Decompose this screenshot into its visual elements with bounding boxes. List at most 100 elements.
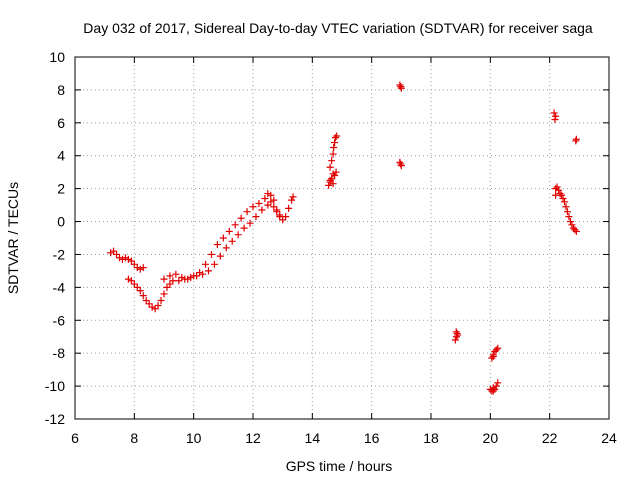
data-point bbox=[157, 297, 165, 305]
x-tick-label: 16 bbox=[364, 430, 380, 446]
data-point bbox=[333, 132, 341, 140]
data-point bbox=[288, 196, 296, 204]
data-point bbox=[552, 112, 560, 120]
data-series bbox=[451, 328, 462, 344]
data-series bbox=[107, 190, 297, 283]
x-tick-label: 14 bbox=[305, 430, 321, 446]
y-tick-label: -6 bbox=[53, 312, 66, 328]
data-point bbox=[285, 204, 293, 212]
data-point bbox=[552, 191, 560, 199]
data-point bbox=[270, 203, 278, 211]
data-point bbox=[136, 287, 144, 295]
data-point bbox=[550, 109, 558, 117]
data-point bbox=[166, 272, 174, 280]
data-series bbox=[486, 344, 502, 395]
data-point bbox=[199, 270, 207, 278]
x-tick-labels: 6 8 10 12 14 16 18 20 22 24 bbox=[71, 430, 617, 446]
data-point bbox=[553, 183, 561, 191]
y-tick-label: 2 bbox=[57, 181, 65, 197]
data-point bbox=[222, 244, 230, 252]
data-point bbox=[492, 382, 500, 390]
data-point bbox=[328, 175, 336, 183]
data-point bbox=[279, 216, 287, 224]
data-point bbox=[565, 213, 573, 221]
data-point bbox=[166, 280, 174, 288]
data-point bbox=[270, 196, 278, 204]
data-series bbox=[325, 132, 341, 189]
y-axis-label: SDTVAR / TECUs bbox=[5, 182, 21, 294]
y-tick-label: 0 bbox=[57, 214, 65, 230]
y-tick-label: -8 bbox=[53, 345, 66, 361]
data-point bbox=[453, 333, 461, 341]
data-point bbox=[264, 190, 272, 198]
data-point bbox=[562, 203, 570, 211]
data-point bbox=[113, 250, 121, 258]
data-point bbox=[249, 203, 257, 211]
chart-title: Day 032 of 2017, Sidereal Day-to-day VTE… bbox=[83, 20, 593, 36]
x-axis-label: GPS time / hours bbox=[286, 458, 393, 474]
data-point bbox=[228, 237, 236, 245]
data-point bbox=[216, 252, 224, 260]
data-series bbox=[550, 109, 580, 235]
data-point bbox=[258, 206, 266, 214]
data-point bbox=[568, 221, 576, 229]
data-point bbox=[252, 213, 260, 221]
data-point bbox=[121, 254, 129, 262]
data-point bbox=[196, 269, 204, 277]
grid-lines bbox=[75, 57, 609, 419]
data-point bbox=[396, 81, 404, 89]
data-point bbox=[163, 283, 171, 291]
data-point bbox=[561, 198, 568, 206]
data-point bbox=[331, 171, 339, 179]
data-point bbox=[133, 283, 141, 291]
data-point bbox=[563, 208, 571, 216]
data-point bbox=[491, 348, 499, 356]
data-point bbox=[494, 344, 502, 352]
data-point bbox=[566, 218, 574, 226]
data-point bbox=[556, 190, 564, 198]
data-point bbox=[264, 201, 272, 209]
data-point bbox=[491, 385, 499, 393]
data-point bbox=[329, 180, 337, 188]
data-point bbox=[133, 264, 141, 272]
axis-ticks bbox=[74, 56, 610, 420]
data-point bbox=[329, 170, 337, 178]
data-point bbox=[492, 346, 500, 354]
data-point bbox=[494, 379, 502, 387]
x-tick-label: 18 bbox=[423, 430, 439, 446]
data-point bbox=[261, 195, 269, 203]
data-point bbox=[559, 195, 567, 203]
x-tick-label: 22 bbox=[542, 430, 558, 446]
data-point bbox=[396, 158, 404, 166]
data-point bbox=[267, 198, 275, 206]
plot-frame bbox=[74, 56, 610, 420]
data-point bbox=[237, 214, 245, 222]
data-point bbox=[225, 227, 233, 235]
data-point bbox=[231, 221, 239, 229]
data-point bbox=[552, 185, 560, 193]
data-point bbox=[136, 265, 144, 273]
data-series bbox=[396, 81, 405, 170]
data-point bbox=[558, 191, 566, 199]
data-point bbox=[139, 292, 147, 300]
data-point bbox=[326, 163, 334, 171]
data-series bbox=[124, 198, 284, 313]
data-point bbox=[331, 139, 339, 147]
data-point bbox=[110, 247, 118, 255]
data-point bbox=[246, 219, 254, 227]
data-point bbox=[282, 213, 290, 221]
data-point bbox=[178, 273, 186, 281]
data-point bbox=[169, 277, 177, 285]
data-point bbox=[148, 303, 156, 311]
data-point bbox=[172, 270, 180, 278]
data-point bbox=[329, 150, 337, 158]
y-tick-label: 8 bbox=[57, 82, 65, 98]
data-point bbox=[451, 336, 459, 344]
x-tick-label: 12 bbox=[245, 430, 261, 446]
data-point bbox=[331, 134, 339, 142]
data-point bbox=[489, 352, 497, 360]
data-point bbox=[205, 267, 212, 275]
data-point bbox=[130, 260, 138, 268]
y-tick-label: 4 bbox=[57, 148, 65, 164]
x-tick-label: 10 bbox=[186, 430, 202, 446]
